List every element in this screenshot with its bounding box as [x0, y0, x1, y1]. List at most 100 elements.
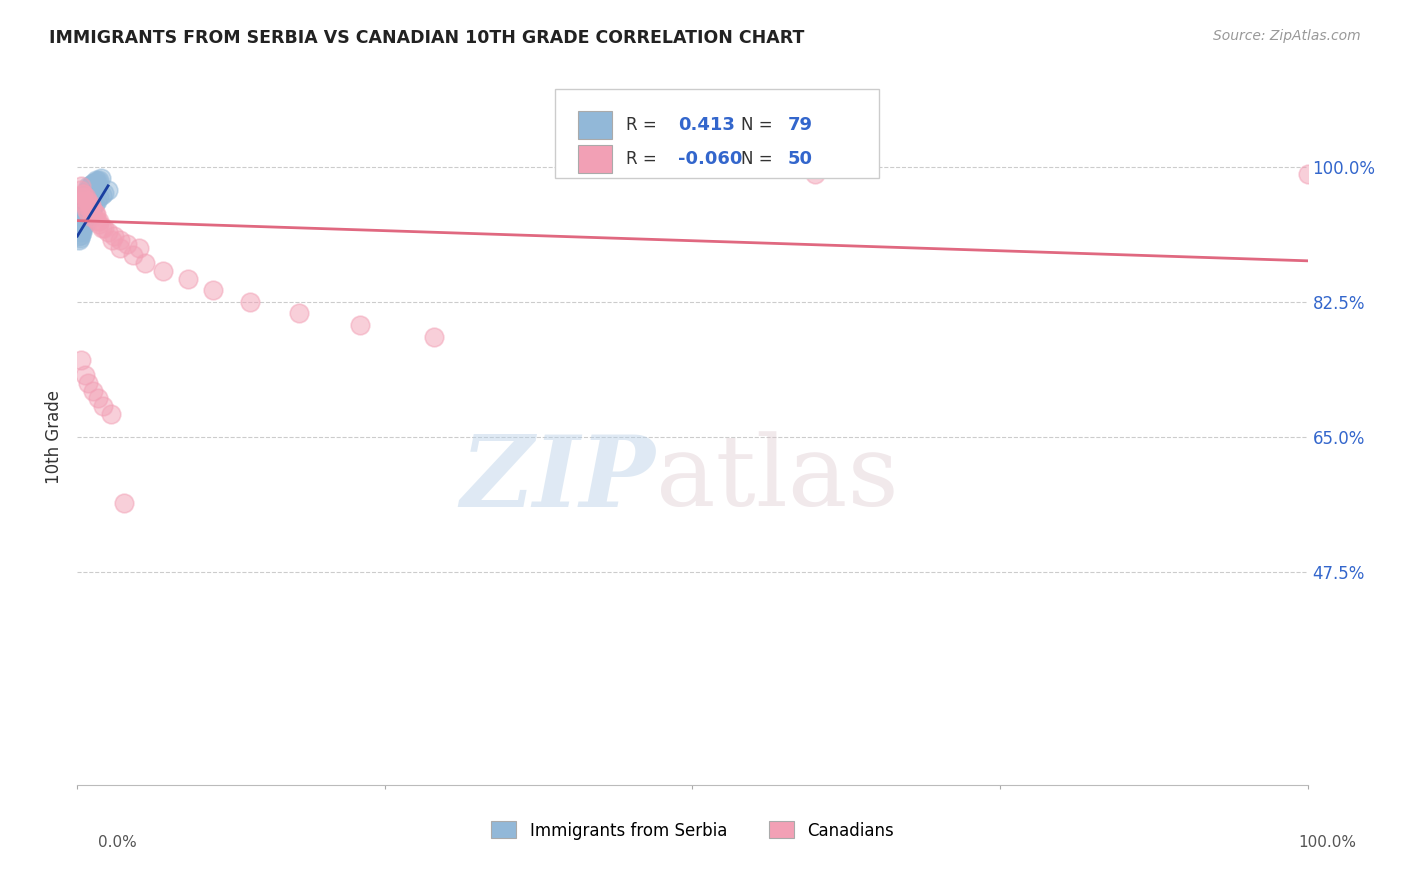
Point [82, 384, 104, 398]
Point [134, 256, 156, 270]
Point [90, 171, 112, 186]
Text: 50: 50 [787, 150, 813, 168]
Point [90, 188, 114, 202]
Point [73, 212, 96, 227]
Point [70, 218, 93, 232]
Point [349, 318, 371, 332]
Point [75, 202, 97, 216]
Point [73, 194, 96, 209]
Point [82, 199, 104, 213]
Point [239, 294, 262, 309]
Point [70, 202, 93, 216]
Point [73, 207, 96, 221]
Text: Source: ZipAtlas.com: Source: ZipAtlas.com [1213, 29, 1361, 43]
Point [89, 213, 111, 227]
Point [69, 230, 91, 244]
Point [83, 196, 105, 211]
Point [70, 213, 93, 227]
Point [79, 206, 101, 220]
Point [70, 225, 93, 239]
Point [72, 198, 94, 212]
Point [69, 210, 91, 224]
Text: IMMIGRANTS FROM SERBIA VS CANADIAN 10TH GRADE CORRELATION CHART: IMMIGRANTS FROM SERBIA VS CANADIAN 10TH … [49, 29, 804, 46]
Point [82, 210, 104, 224]
Point [75, 202, 97, 216]
Point [84, 207, 107, 221]
Point [100, 407, 122, 421]
Point [76, 204, 98, 219]
Text: 0.413: 0.413 [678, 116, 734, 134]
Point [69, 218, 91, 232]
Point [110, 241, 132, 255]
Point [97, 183, 120, 197]
Text: 79: 79 [787, 116, 813, 134]
Point [76, 183, 98, 197]
Point [82, 181, 104, 195]
Point [67, 221, 90, 235]
Point [82, 177, 104, 191]
Point [69, 183, 91, 197]
Point [80, 198, 103, 212]
Text: ZIP: ZIP [461, 431, 655, 527]
Point [89, 218, 111, 232]
Point [70, 198, 93, 212]
Point [70, 227, 93, 242]
Point [86, 176, 108, 190]
Point [76, 194, 98, 209]
Point [73, 202, 96, 216]
Point [72, 213, 94, 227]
Point [73, 198, 96, 212]
Point [86, 194, 108, 208]
Point [423, 329, 446, 343]
Point [87, 392, 110, 406]
Point [84, 178, 107, 192]
Point [79, 202, 101, 216]
Legend: Immigrants from Serbia, Canadians: Immigrants from Serbia, Canadians [485, 814, 900, 847]
Point [80, 183, 103, 197]
Point [128, 241, 150, 255]
Point [97, 225, 120, 239]
Text: N =: N = [741, 150, 778, 168]
Point [70, 352, 93, 367]
Point [77, 190, 100, 204]
Text: 100.0%: 100.0% [1299, 836, 1357, 850]
Point [288, 306, 311, 320]
Point [89, 172, 111, 186]
Point [80, 178, 103, 193]
Point [86, 213, 108, 227]
Point [82, 204, 104, 219]
Point [91, 399, 114, 413]
Point [80, 200, 103, 214]
Point [77, 206, 100, 220]
Point [75, 190, 97, 204]
Point [70, 223, 93, 237]
Point [76, 194, 98, 209]
Point [72, 186, 94, 201]
Point [121, 248, 143, 262]
Point [75, 206, 97, 220]
Point [201, 283, 224, 297]
Point [101, 233, 124, 247]
Point [82, 201, 104, 215]
Point [70, 210, 93, 224]
Point [75, 190, 97, 204]
Point [70, 215, 93, 229]
Point [67, 229, 90, 244]
Point [76, 212, 98, 227]
Point [80, 203, 103, 218]
Point [73, 368, 96, 383]
Point [110, 233, 132, 247]
Point [70, 190, 93, 204]
Point [70, 219, 93, 234]
Point [72, 210, 94, 224]
Point [75, 186, 97, 201]
Point [75, 215, 97, 229]
Point [177, 271, 200, 285]
Point [76, 186, 98, 201]
Text: R =: R = [626, 116, 662, 134]
Point [69, 221, 91, 235]
Point [77, 183, 100, 197]
Point [103, 229, 125, 244]
Point [73, 218, 96, 232]
Point [72, 194, 94, 209]
